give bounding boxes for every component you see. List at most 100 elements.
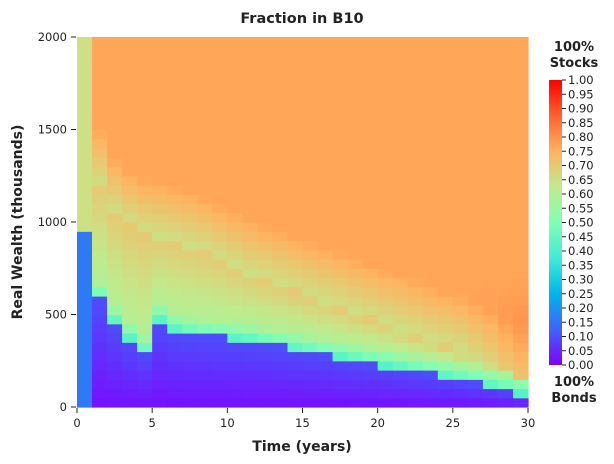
heatmap-cell: [392, 55, 409, 66]
heatmap-cell: [497, 240, 514, 251]
heatmap-cell: [302, 231, 319, 242]
heatmap-cell: [107, 185, 123, 195]
heatmap-cell: [287, 111, 304, 121]
heatmap-cell: [77, 111, 93, 121]
heatmap-cell: [467, 268, 484, 279]
heatmap-cell: [407, 342, 424, 353]
heatmap-cell: [347, 268, 364, 279]
heatmap-cell: [437, 333, 454, 343]
heatmap-cell: [437, 166, 454, 177]
heatmap-cell: [437, 388, 454, 399]
heatmap-cell: [407, 305, 424, 316]
heatmap-cell: [242, 138, 258, 149]
heatmap-cell: [377, 333, 394, 343]
heatmap-cell: [362, 305, 379, 316]
heatmap-cell: [512, 203, 529, 214]
heatmap-cell: [197, 268, 213, 279]
heatmap-cell: [407, 388, 424, 399]
heatmap-cell: [377, 120, 394, 131]
heatmap-cell: [182, 259, 198, 269]
heatmap-cell: [407, 157, 424, 168]
heatmap-cell: [422, 194, 439, 205]
heatmap-cell: [122, 277, 138, 288]
heatmap-cell: [92, 370, 108, 380]
heatmap-cell: [422, 370, 439, 380]
heatmap-cell: [482, 203, 499, 214]
heatmap-cell: [167, 111, 183, 121]
heatmap-cell: [77, 37, 93, 47]
heatmap-cell: [497, 46, 514, 57]
heatmap-cell: [167, 101, 183, 112]
heatmap-cell: [512, 212, 529, 223]
heatmap-cell: [332, 46, 349, 57]
heatmap-cell: [107, 120, 123, 131]
heatmap-cell: [242, 333, 258, 343]
heatmap-cell: [407, 37, 424, 47]
heatmap-cell: [467, 37, 484, 47]
heatmap-cell: [362, 185, 379, 195]
heatmap-cell: [422, 240, 439, 251]
heatmap-cell: [482, 101, 499, 112]
heatmap-cell: [137, 397, 153, 408]
heatmap-cell: [347, 388, 364, 399]
heatmap-cell: [287, 157, 304, 168]
heatmap-cell: [77, 185, 93, 195]
heatmap-cell: [512, 388, 529, 399]
heatmap-cell: [422, 148, 439, 158]
heatmap-cell: [257, 370, 274, 380]
heatmap-cell: [152, 129, 168, 140]
heatmap-cell: [242, 370, 258, 380]
heatmap-cell: [182, 166, 198, 177]
heatmap-cell: [377, 212, 394, 223]
heatmap-cell: [227, 296, 243, 306]
heatmap-cell: [332, 157, 349, 168]
heatmap-cell: [422, 323, 439, 334]
heatmap-cell: [287, 166, 304, 177]
heatmap-cell: [362, 231, 379, 242]
heatmap-cell: [212, 175, 228, 186]
heatmap-cell: [197, 296, 213, 306]
heatmap-cell: [242, 129, 258, 140]
heatmap-cell: [167, 351, 183, 362]
heatmap-cell: [182, 129, 198, 140]
heatmap-cell: [422, 305, 439, 316]
heatmap-cell: [437, 277, 454, 288]
heatmap-cell: [77, 342, 93, 353]
heatmap-cell: [347, 314, 364, 325]
heatmap-cell: [392, 129, 409, 140]
heatmap-cell: [347, 148, 364, 158]
heatmap-cell: [137, 166, 153, 177]
heatmap-cell: [317, 111, 334, 121]
heatmap-cell: [452, 231, 469, 242]
heatmap-cell: [92, 360, 108, 371]
heatmap-cell: [497, 157, 514, 168]
heatmap-cell: [257, 249, 274, 260]
colorbar-tick-label: 1.00: [568, 73, 594, 87]
heatmap-cell: [317, 240, 334, 251]
heatmap-cell: [302, 194, 319, 205]
heatmap-cell: [482, 157, 499, 168]
heatmap-cell: [107, 397, 123, 408]
heatmap-cell: [422, 111, 439, 121]
heatmap-cell: [482, 268, 499, 279]
heatmap-cell: [287, 120, 304, 131]
heatmap-cell: [452, 111, 469, 121]
heatmap-cell: [287, 277, 304, 288]
heatmap-cell: [77, 277, 93, 288]
heatmap-cell: [137, 120, 153, 131]
heatmap-cell: [137, 129, 153, 140]
heatmap-cell: [497, 101, 514, 112]
heatmap-cell: [137, 259, 153, 269]
heatmap-cell: [257, 286, 274, 297]
heatmap-cell: [482, 323, 499, 334]
heatmap-cell: [257, 46, 274, 57]
heatmap-cell: [122, 296, 138, 306]
heatmap-cell: [227, 397, 243, 408]
heatmap-cell: [107, 296, 123, 306]
heatmap-cell: [197, 92, 213, 103]
heatmap-cell: [407, 259, 424, 269]
heatmap-cell: [332, 166, 349, 177]
heatmap-cell: [497, 370, 514, 380]
heatmap-cell: [437, 138, 454, 149]
heatmap-cell: [347, 240, 364, 251]
